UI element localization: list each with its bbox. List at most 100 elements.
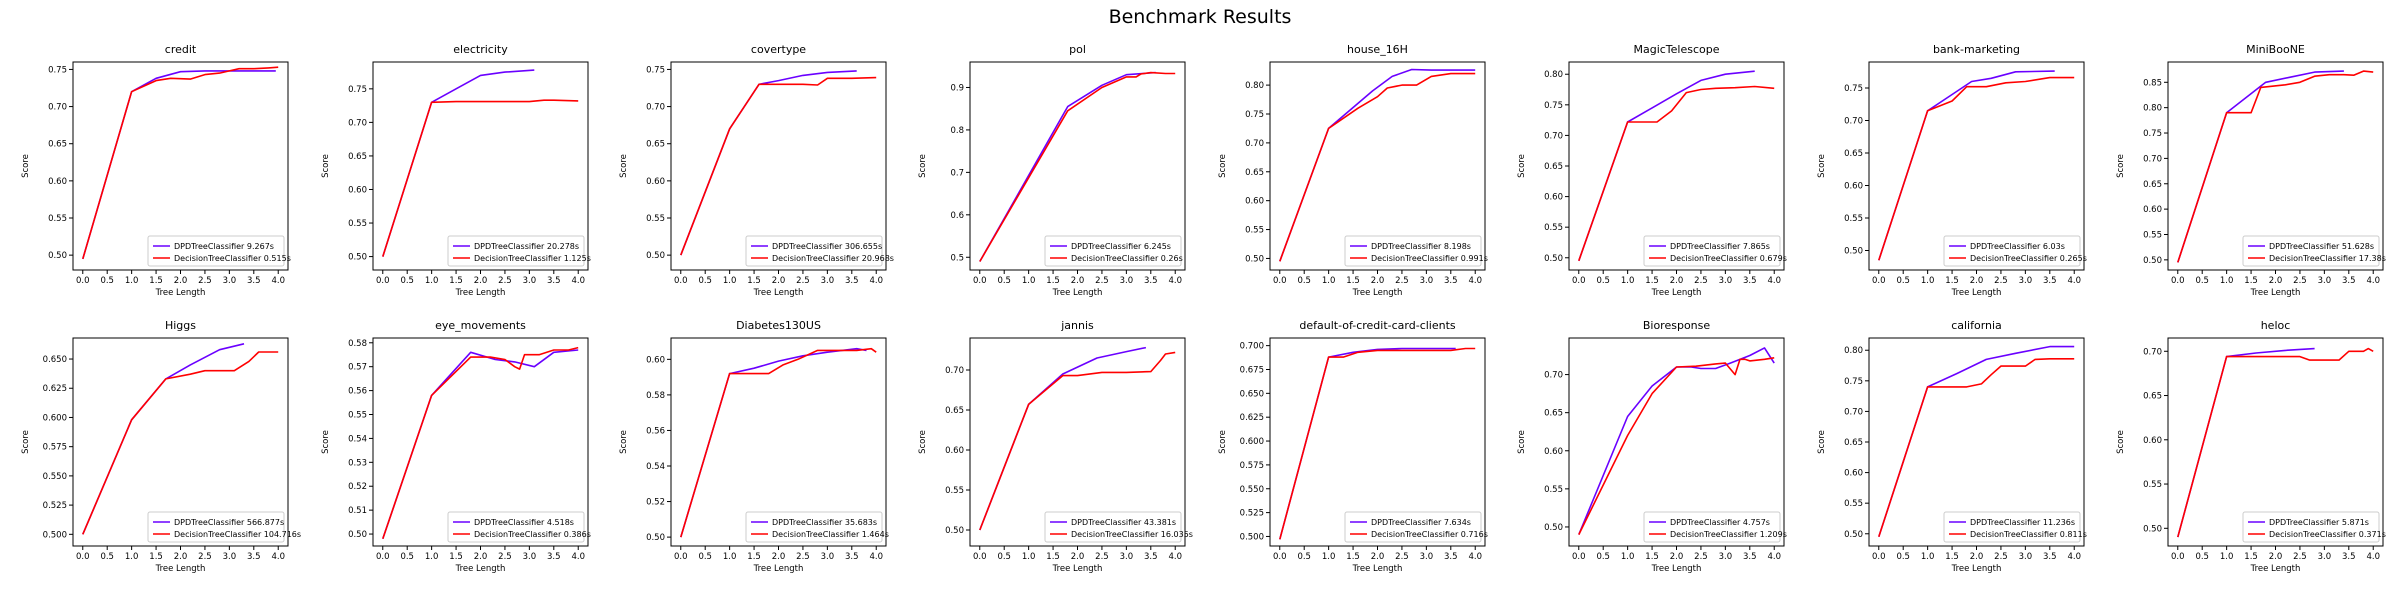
y-tick-label: 0.50 bbox=[1544, 254, 1563, 264]
chart-title: bank-marketing bbox=[1933, 43, 2020, 56]
x-tick-label: 3.5 bbox=[2342, 552, 2356, 562]
x-tick-label: 3.0 bbox=[2318, 552, 2332, 562]
x-tick-label: 3.0 bbox=[1719, 552, 1733, 562]
x-tick-label: 3.0 bbox=[2019, 276, 2033, 286]
x-tick-label: 0.5 bbox=[1596, 276, 1610, 286]
y-tick-label: 0.58 bbox=[348, 339, 367, 349]
chart-panel: house_16H 0.0 0.5 1.0 1.5 2.0 2.5 3.0 3.5 4.0 0.50… bbox=[1218, 43, 1488, 298]
x-tick-label: 0.0 bbox=[674, 552, 688, 562]
chart-title: default-of-credit-card-clients bbox=[1299, 319, 1456, 332]
chart-panel: credit 0.0 0.5 1.0 1.5 2.0 2.5 3.0 3.5 4.0 0.50 0.5… bbox=[21, 43, 291, 298]
y-tick-label: 0.65 bbox=[1844, 438, 1863, 448]
x-tick-label: 0.0 bbox=[2171, 276, 2185, 286]
y-tick-label: 0.525 bbox=[43, 501, 67, 511]
y-tick-label: 0.57 bbox=[348, 363, 367, 373]
y-tick-label: 0.65 bbox=[2143, 180, 2162, 190]
x-tick-label: 0.5 bbox=[100, 276, 114, 286]
x-tick-label: 1.5 bbox=[1346, 276, 1360, 286]
x-tick-label: 2.0 bbox=[174, 276, 188, 286]
x-tick-label: 1.5 bbox=[1645, 552, 1659, 562]
legend-label: DPDTreeClassifier 566.877s bbox=[174, 518, 284, 527]
legend-label: DecisionTreeClassifier 17.38s bbox=[2269, 254, 2386, 263]
x-tick-label: 1.0 bbox=[1322, 276, 1336, 286]
x-tick-label: 1.5 bbox=[1645, 276, 1659, 286]
y-axis-label: Score bbox=[918, 430, 928, 454]
y-tick-label: 0.50 bbox=[48, 251, 67, 261]
y-tick-label: 0.70 bbox=[348, 118, 367, 128]
x-tick-label: 1.5 bbox=[747, 276, 761, 286]
series-line bbox=[1578, 347, 1775, 535]
y-tick-label: 0.65 bbox=[48, 140, 67, 150]
legend-label: DecisionTreeClassifier 0.515s bbox=[174, 254, 291, 263]
y-tick-label: 0.550 bbox=[1240, 485, 1264, 495]
legend-label: DPDTreeClassifier 43.381s bbox=[1071, 518, 1176, 527]
y-axis-label: Score bbox=[2116, 154, 2126, 178]
series-line bbox=[2177, 347, 2315, 538]
x-tick-label: 2.5 bbox=[1694, 552, 1708, 562]
x-tick-label: 3.5 bbox=[1444, 276, 1458, 286]
legend-label: DecisionTreeClassifier 1.125s bbox=[474, 254, 591, 263]
x-tick-label: 2.0 bbox=[1970, 552, 1984, 562]
x-tick-label: 2.5 bbox=[1994, 276, 2008, 286]
chart-title: jannis bbox=[1060, 319, 1094, 332]
x-tick-label: 3.0 bbox=[1120, 276, 1134, 286]
x-tick-label: 1.0 bbox=[125, 276, 139, 286]
y-axis-label: Score bbox=[21, 430, 31, 454]
chart-panel: default-of-credit-card-clients 0.0 0.5 1.0 1… bbox=[1218, 319, 1488, 574]
x-axis-label: Tree Length bbox=[753, 288, 804, 298]
x-tick-label: 0.0 bbox=[973, 276, 987, 286]
x-tick-label: 2.0 bbox=[1670, 552, 1684, 562]
x-tick-label: 0.5 bbox=[698, 552, 712, 562]
x-axis-label: Tree Length bbox=[1951, 564, 2002, 574]
x-tick-label: 1.0 bbox=[1621, 552, 1635, 562]
y-tick-label: 0.650 bbox=[1240, 389, 1264, 399]
y-axis-label: Score bbox=[1817, 430, 1827, 454]
chart-title: eye_movements bbox=[435, 319, 526, 332]
x-tick-label: 2.5 bbox=[1395, 552, 1409, 562]
x-tick-label: 0.5 bbox=[400, 552, 414, 562]
y-tick-label: 0.52 bbox=[348, 482, 367, 492]
y-tick-label: 0.55 bbox=[2143, 230, 2162, 240]
chart-panel: electricity 0.0 0.5 1.0 1.5 2.0 2.5 3.0 3.5 4.0 0.… bbox=[321, 43, 591, 298]
series-line bbox=[382, 99, 579, 257]
series-line bbox=[1279, 68, 1476, 262]
x-tick-label: 3.5 bbox=[845, 552, 859, 562]
y-axis-label: Score bbox=[619, 154, 629, 178]
y-tick-label: 0.60 bbox=[2143, 436, 2162, 446]
y-tick-label: 0.550 bbox=[43, 472, 67, 482]
x-tick-label: 1.5 bbox=[149, 552, 163, 562]
legend-label: DPDTreeClassifier 4.518s bbox=[474, 518, 574, 527]
x-axis-label: Tree Length bbox=[155, 288, 206, 298]
legend-box bbox=[1344, 511, 1482, 543]
x-tick-label: 3.5 bbox=[1743, 276, 1757, 286]
y-tick-label: 0.9 bbox=[950, 83, 964, 93]
y-tick-label: 0.675 bbox=[1240, 365, 1264, 375]
y-axis-label: Score bbox=[619, 430, 629, 454]
y-tick-label: 0.55 bbox=[348, 411, 367, 421]
chart-panel: pol 0.0 0.5 1.0 1.5 2.0 2.5 3.0 3.5 4.0 0.5 0.6 0.7 0… bbox=[918, 43, 1186, 298]
x-tick-label: 0.0 bbox=[376, 276, 390, 286]
legend-label: DPDTreeClassifier 4.757s bbox=[1670, 518, 1770, 527]
y-tick-label: 0.55 bbox=[646, 214, 665, 224]
x-axis-label: Tree Length bbox=[1651, 288, 1702, 298]
x-tick-label: 3.0 bbox=[821, 552, 835, 562]
chart-panel: eye_movements 0.0 0.5 1.0 1.5 2.0 2.5 3.0 3.5 4.0… bbox=[321, 319, 591, 574]
x-tick-label: 3.0 bbox=[2019, 552, 2033, 562]
x-tick-label: 3.0 bbox=[523, 276, 537, 286]
y-tick-label: 0.575 bbox=[43, 443, 67, 453]
x-tick-label: 0.5 bbox=[1297, 276, 1311, 286]
legend-label: DPDTreeClassifier 9.267s bbox=[174, 242, 274, 251]
x-tick-label: 0.0 bbox=[1872, 276, 1886, 286]
x-tick-label: 1.5 bbox=[1046, 276, 1060, 286]
x-tick-label: 4.0 bbox=[271, 552, 285, 562]
x-tick-label: 0.0 bbox=[674, 276, 688, 286]
y-tick-label: 0.55 bbox=[945, 486, 964, 496]
y-tick-label: 0.75 bbox=[1844, 84, 1863, 94]
series-line bbox=[680, 347, 867, 538]
x-tick-label: 2.0 bbox=[772, 276, 786, 286]
x-tick-label: 0.5 bbox=[997, 276, 1011, 286]
series-line bbox=[382, 349, 579, 540]
y-tick-label: 0.55 bbox=[1844, 214, 1863, 224]
y-tick-label: 0.50 bbox=[646, 533, 665, 543]
x-tick-label: 2.5 bbox=[498, 552, 512, 562]
